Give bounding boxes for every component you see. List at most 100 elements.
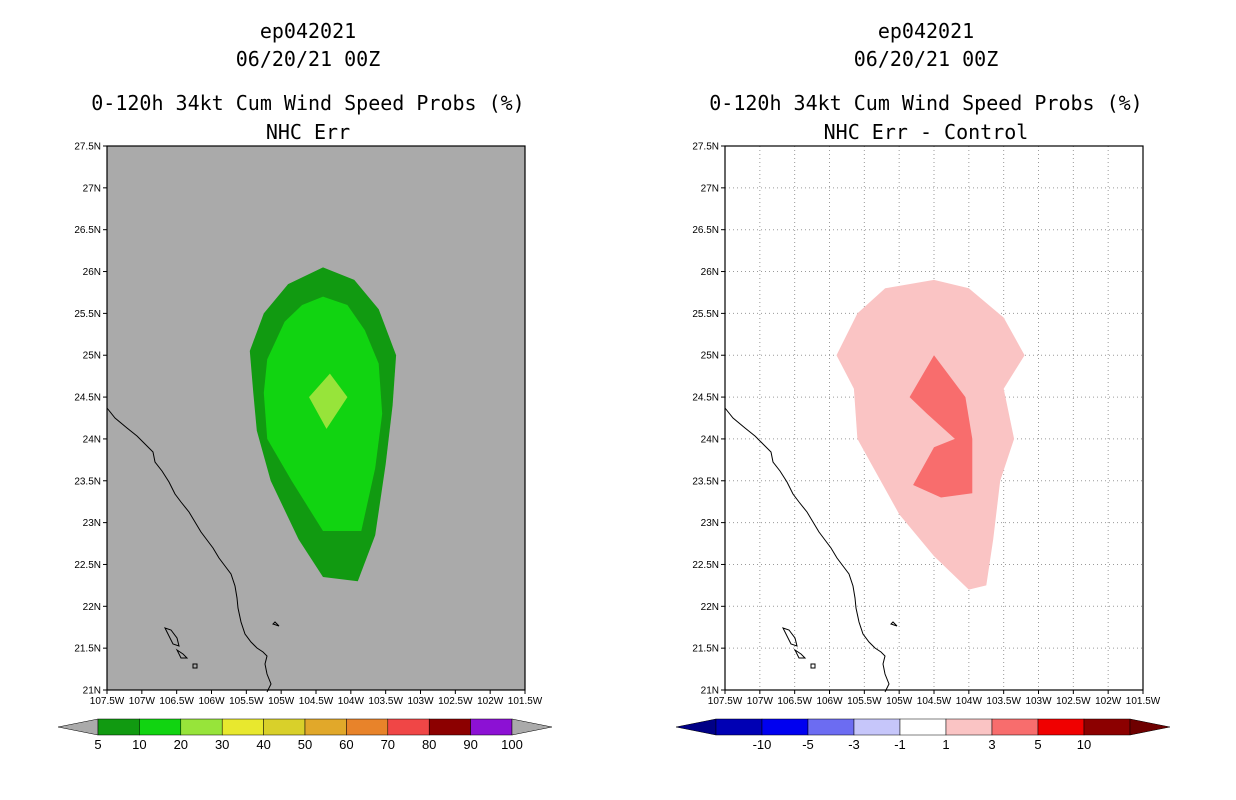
x-tick-label: 103.5W xyxy=(986,696,1021,707)
colorbar-swatch xyxy=(221,718,264,736)
y-tick-label: 27.5N xyxy=(692,142,719,153)
y-tick-label: 21.5N xyxy=(692,644,719,655)
left-title-line-4: NHC Err xyxy=(266,120,350,144)
y-tick-label: 26N xyxy=(83,267,101,278)
right-coastline xyxy=(724,407,898,693)
y-tick-label: 21N xyxy=(701,686,719,697)
left-title-line-1: ep042021 xyxy=(260,19,356,43)
colorbar-label: 50 xyxy=(298,737,312,752)
colorbar-label: 100 xyxy=(501,737,523,752)
x-tick-label: 105W xyxy=(268,696,295,707)
right-title-line-2: 06/20/21 00Z xyxy=(854,47,999,71)
colorbar-label: 90 xyxy=(463,737,477,752)
y-tick-label: 24N xyxy=(701,434,719,445)
colorbar-swatch xyxy=(97,718,140,736)
y-tick-label: 26N xyxy=(701,267,719,278)
x-tick-label: 105W xyxy=(886,696,913,707)
colorbar-label: 10 xyxy=(1077,737,1091,752)
x-tick-label: 106.5W xyxy=(777,696,812,707)
colorbar-label: 5 xyxy=(1034,737,1041,752)
y-tick-label: 23.5N xyxy=(692,476,719,487)
right-x-axis: 107.5W 107W 106.5W 106W 105.5W 105W 104.5W 104W… xyxy=(708,690,1161,707)
y-tick-label: 21N xyxy=(83,686,101,697)
island-outline xyxy=(782,627,798,647)
left-panel: ep042021 06/20/21 00Z 0-120h 34kt Cum Wi… xyxy=(57,19,553,752)
y-tick-label: 25N xyxy=(701,351,719,362)
colorbar-swatch xyxy=(180,718,223,736)
colorbar-label: -5 xyxy=(802,737,814,752)
x-tick-label: 102.5W xyxy=(1056,696,1091,707)
colorbar-swatch xyxy=(387,718,430,736)
colorbar-label: -3 xyxy=(848,737,860,752)
right-title-line-4: NHC Err - Control xyxy=(824,120,1029,144)
y-tick-label: 22.5N xyxy=(74,560,101,571)
left-coastline xyxy=(106,407,280,693)
x-tick-label: 102.5W xyxy=(438,696,473,707)
y-tick-label: 21.5N xyxy=(74,644,101,655)
x-tick-label: 107W xyxy=(747,696,774,707)
x-tick-label: 105.5W xyxy=(229,696,264,707)
x-tick-label: 107.5W xyxy=(90,696,125,707)
colorbar-swatch xyxy=(945,718,993,736)
colorbar-over-triangle xyxy=(511,718,553,736)
x-tick-label: 106W xyxy=(816,696,843,707)
island-outline xyxy=(272,621,280,627)
colorbar-swatch xyxy=(807,718,855,736)
x-tick-label: 103W xyxy=(1025,696,1052,707)
left-contours xyxy=(249,267,397,582)
y-tick-label: 24N xyxy=(83,434,101,445)
colorbar-label: 20 xyxy=(174,737,188,752)
colorbar-swatch xyxy=(715,718,763,736)
right-panel: ep042021 06/20/21 00Z 0-120h 34kt Cum Wi… xyxy=(675,19,1171,752)
coastline-path xyxy=(106,407,272,693)
left-title-line-2: 06/20/21 00Z xyxy=(236,47,381,71)
left-colorbar: 5 10 20 30 40 50 60 70 80 90 100 xyxy=(57,718,553,752)
y-tick-label: 22.5N xyxy=(692,560,719,571)
right-y-axis: 21N 21.5N 22N 22.5N 23N 23.5N 24N 24.5N 25N 25.5N… xyxy=(692,142,725,697)
x-tick-label: 103W xyxy=(407,696,434,707)
left-y-axis: 21N 21.5N 22N 22.5N 23N 23.5N 24N 24.5N 25N 25.5N… xyxy=(74,142,107,697)
y-tick-label: 24.5N xyxy=(74,393,101,404)
colorbar-under-triangle xyxy=(57,718,99,736)
y-tick-label: 27.5N xyxy=(74,142,101,153)
x-tick-label: 103.5W xyxy=(368,696,403,707)
x-tick-label: 106W xyxy=(198,696,225,707)
colorbar-swatch xyxy=(304,718,347,736)
right-title-line-1: ep042021 xyxy=(878,19,974,43)
colorbar-label: -1 xyxy=(894,737,906,752)
colorbar-label: -10 xyxy=(753,737,772,752)
y-tick-label: 24.5N xyxy=(692,393,719,404)
island-outline xyxy=(793,648,807,659)
y-tick-label: 27N xyxy=(701,183,719,194)
colorbar-swatch xyxy=(853,718,901,736)
island-outline xyxy=(175,648,189,659)
colorbar-swatch xyxy=(346,718,389,736)
y-tick-label: 26.5N xyxy=(692,225,719,236)
x-tick-label: 102W xyxy=(1095,696,1122,707)
x-tick-label: 101.5W xyxy=(508,696,543,707)
x-tick-label: 104.5W xyxy=(299,696,334,707)
y-tick-label: 23.5N xyxy=(74,476,101,487)
contour-3-5 xyxy=(909,355,973,498)
island-outline xyxy=(890,621,898,627)
y-tick-label: 25.5N xyxy=(74,309,101,320)
colorbar-label: 30 xyxy=(215,737,229,752)
colorbar-label: 40 xyxy=(256,737,270,752)
colorbar-label: 60 xyxy=(339,737,353,752)
y-tick-label: 27N xyxy=(83,183,101,194)
island-outline xyxy=(810,663,816,669)
right-title-line-3: 0-120h 34kt Cum Wind Speed Probs (%) xyxy=(709,91,1142,115)
y-tick-label: 26.5N xyxy=(74,225,101,236)
colorbar-swatch xyxy=(899,718,947,736)
colorbar-swatch xyxy=(139,718,182,736)
colorbar-over-triangle xyxy=(1129,718,1171,736)
y-tick-label: 22N xyxy=(83,602,101,613)
y-tick-label: 22N xyxy=(701,602,719,613)
x-tick-label: 106.5W xyxy=(159,696,194,707)
x-tick-label: 104.5W xyxy=(917,696,952,707)
y-tick-label: 25N xyxy=(83,351,101,362)
left-x-axis: 107.5W 107W 106.5W 106W 105.5W 105W 104.5W 104W… xyxy=(90,690,543,707)
y-tick-label: 23N xyxy=(701,518,719,529)
colorbar-swatch xyxy=(1083,718,1131,736)
